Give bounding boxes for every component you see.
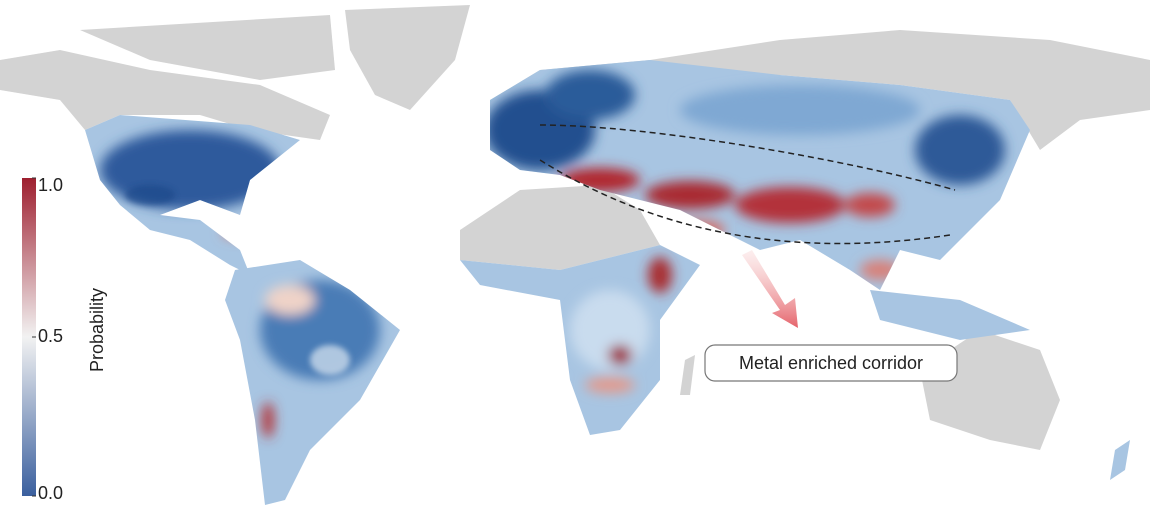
colorbar-tick-label: 1.0 (38, 175, 63, 195)
colorbar-ticks: 0.0 0.5 1.0 (32, 175, 63, 503)
colorbar (22, 178, 36, 496)
annotation-arrow (742, 250, 798, 328)
colorbar-tick-label: 0.5 (38, 326, 63, 346)
colorbar-label: Probability (87, 288, 107, 372)
corridor-outline (539, 124, 956, 245)
colorbar-tick-label: 0.0 (38, 483, 63, 503)
annotation-text: Metal enriched corridor (739, 353, 923, 373)
unsampled-land (0, 5, 1150, 450)
annotation-box (704, 344, 958, 382)
